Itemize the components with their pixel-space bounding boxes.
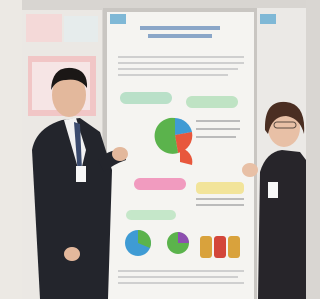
woman-hand <box>242 163 258 177</box>
poster-left-header <box>26 14 62 42</box>
poster-bubble <box>126 210 176 220</box>
poster-text-line <box>118 74 228 76</box>
poster-title-line <box>148 34 212 38</box>
page: (() => { const data = JSON.parse(documen… <box>0 0 306 299</box>
poster-text-line <box>196 204 244 206</box>
man-hand <box>112 147 128 161</box>
man-hand <box>64 247 80 261</box>
poster-bubble <box>186 96 238 108</box>
poster-bubble <box>196 182 244 194</box>
poster-text-line <box>118 276 238 278</box>
name-badge <box>268 182 278 198</box>
poster-bubble <box>134 178 186 190</box>
poster-text-line <box>118 68 238 70</box>
poster-bubble <box>120 92 172 104</box>
poster-image <box>228 236 240 258</box>
poster-title-line <box>140 26 220 30</box>
poster-image <box>214 236 226 258</box>
name-badge <box>76 166 86 182</box>
poster-tag <box>110 14 126 24</box>
poster-text-line <box>196 120 240 122</box>
poster-text-line <box>118 62 244 64</box>
poster-image <box>200 236 212 258</box>
photo-scene <box>0 0 306 299</box>
poster-tag <box>260 14 276 24</box>
poster-left-panel <box>64 16 98 42</box>
poster-text-line <box>118 282 244 284</box>
poster-text-line <box>118 270 244 272</box>
woman-top <box>258 150 306 299</box>
poster-text-line <box>196 136 236 138</box>
poster-text-line <box>196 198 244 200</box>
wall-panel-left <box>0 0 22 299</box>
poster-text-line <box>196 128 240 130</box>
poster-text-line <box>118 56 244 58</box>
